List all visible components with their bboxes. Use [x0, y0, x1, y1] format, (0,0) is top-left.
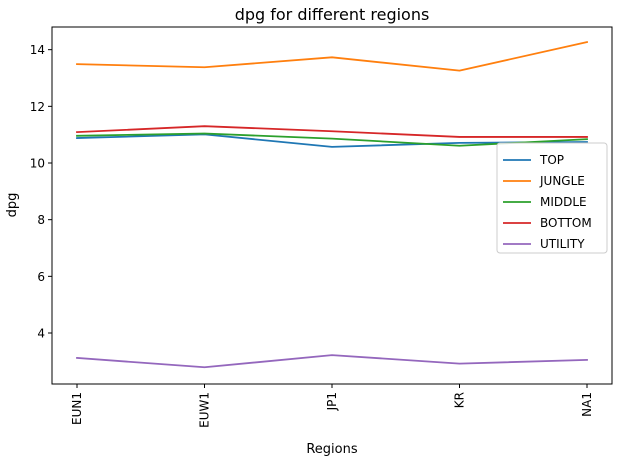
y-tick-label: 6 — [37, 270, 45, 284]
y-tick-label: 10 — [30, 157, 45, 171]
legend-box — [496, 142, 608, 254]
series-line-utility — [76, 354, 588, 369]
y-axis-label: dpg — [5, 193, 20, 218]
series-line-jungle — [76, 40, 589, 72]
series-line-bottom — [76, 125, 588, 138]
x-tick-label: EUN1 — [70, 392, 84, 425]
legend: TOP JUNGLE MIDDLE BOTTOM UTILITY — [496, 142, 608, 254]
y-tick-label: 12 — [30, 100, 45, 114]
x-tick-label: NA1 — [580, 392, 594, 417]
x-tick-label: KR — [453, 392, 467, 408]
legend-label-middle: MIDDLE — [540, 195, 587, 209]
chart-title: dpg for different regions — [235, 5, 430, 24]
y-tick-label: 4 — [37, 327, 45, 341]
y-tick-label: 8 — [37, 213, 45, 227]
x-tick-label: EUW1 — [198, 392, 212, 428]
x-axis-label: Regions — [306, 442, 358, 457]
legend-label-top: TOP — [539, 153, 564, 167]
legend-label-jungle: JUNGLE — [539, 174, 585, 188]
x-tick-label: JP1 — [325, 392, 339, 411]
axes: 4 6 8 10 12 14 EUN1 EUW1 JP1 KR NA1 — [30, 43, 594, 428]
y-tick-label: 14 — [30, 43, 45, 57]
legend-label-utility: UTILITY — [540, 237, 585, 251]
legend-label-bottom: BOTTOM — [540, 216, 592, 230]
